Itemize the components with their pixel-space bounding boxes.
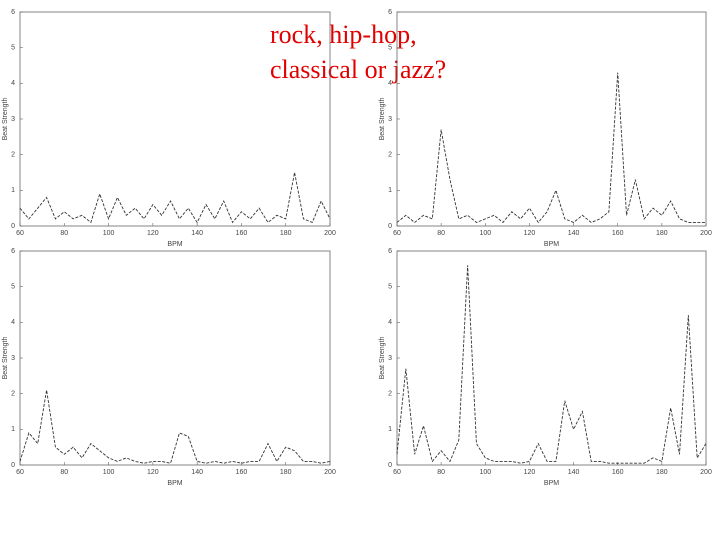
x-tick-label: 60 — [16, 469, 24, 476]
y-axis-label: Beat Strength — [379, 336, 386, 379]
y-tick-label: 1 — [11, 187, 15, 194]
y-tick-label: 4 — [11, 80, 15, 87]
y-tick-label: 2 — [388, 391, 392, 398]
x-tick-label: 180 — [280, 469, 292, 476]
x-tick-label: 100 — [479, 469, 491, 476]
x-tick-label: 80 — [437, 230, 445, 237]
y-tick-label: 4 — [11, 319, 15, 326]
y-tick-label: 5 — [388, 284, 392, 291]
y-tick-label: 4 — [388, 80, 392, 87]
y-tick-label: 1 — [11, 426, 15, 433]
y-tick-label: 4 — [388, 319, 392, 326]
data-line — [396, 265, 707, 464]
y-axis-label: Beat Strength — [2, 97, 9, 140]
x-tick-label: 100 — [103, 469, 115, 476]
x-tick-label: 200 — [700, 230, 712, 237]
x-tick-label: 60 — [16, 230, 24, 237]
y-tick-label: 6 — [11, 248, 15, 255]
x-tick-label: 120 — [147, 469, 159, 476]
y-tick-label: 6 — [11, 9, 15, 16]
x-tick-label: 100 — [103, 230, 115, 237]
x-tick-label: 180 — [280, 230, 292, 237]
x-tick-label: 200 — [324, 230, 336, 237]
y-tick-label: 1 — [388, 426, 392, 433]
y-tick-label: 3 — [388, 116, 392, 123]
y-axis-label: Beat Strength — [2, 336, 9, 379]
x-tick-label: 120 — [524, 469, 536, 476]
x-axis-label: BPM — [167, 241, 182, 248]
data-line — [396, 72, 706, 224]
y-tick-label: 2 — [388, 152, 392, 159]
x-tick-label: 140 — [568, 469, 580, 476]
y-tick-label: 3 — [11, 116, 15, 123]
x-tick-label: 80 — [437, 469, 445, 476]
x-tick-label: 160 — [236, 469, 248, 476]
y-tick-label: 6 — [388, 9, 392, 16]
slide-title-line: classical or jazz? — [270, 55, 446, 84]
x-tick-label: 140 — [568, 230, 580, 237]
data-line — [19, 390, 331, 464]
y-tick-label: 3 — [11, 355, 15, 362]
y-tick-label: 5 — [11, 45, 15, 52]
x-tick-label: 180 — [656, 469, 668, 476]
x-tick-label: 80 — [60, 230, 68, 237]
x-axis-label: BPM — [167, 480, 182, 487]
plot-frame — [396, 250, 707, 466]
y-tick-label: 1 — [388, 187, 392, 194]
y-tick-label: 2 — [11, 152, 15, 159]
x-tick-label: 140 — [191, 230, 203, 237]
slide-title-line: rock, hip-hop, — [270, 20, 417, 49]
plot-frame — [396, 11, 707, 227]
x-tick-label: 200 — [700, 469, 712, 476]
x-axis-label: BPM — [544, 480, 559, 487]
x-tick-label: 80 — [60, 469, 68, 476]
y-tick-label: 6 — [388, 248, 392, 255]
plot-frame — [19, 250, 331, 466]
x-tick-label: 60 — [393, 469, 401, 476]
y-tick-label: 5 — [388, 45, 392, 52]
y-tick-label: 0 — [388, 462, 392, 469]
x-tick-label: 200 — [324, 469, 336, 476]
y-tick-label: 0 — [388, 223, 392, 230]
x-tick-label: 60 — [393, 230, 401, 237]
x-tick-label: 160 — [612, 230, 624, 237]
y-tick-label: 0 — [11, 223, 15, 230]
x-tick-label: 100 — [479, 230, 491, 237]
x-tick-label: 140 — [191, 469, 203, 476]
y-axis-label: Beat Strength — [379, 97, 386, 140]
x-tick-label: 120 — [524, 230, 536, 237]
x-tick-label: 160 — [236, 230, 248, 237]
y-tick-label: 3 — [388, 355, 392, 362]
data-line — [19, 172, 331, 224]
x-tick-label: 180 — [656, 230, 668, 237]
x-tick-label: 160 — [612, 469, 624, 476]
y-tick-label: 2 — [11, 391, 15, 398]
y-tick-label: 5 — [11, 284, 15, 291]
x-tick-label: 120 — [147, 230, 159, 237]
y-tick-label: 0 — [11, 462, 15, 469]
x-axis-label: BPM — [544, 241, 559, 248]
